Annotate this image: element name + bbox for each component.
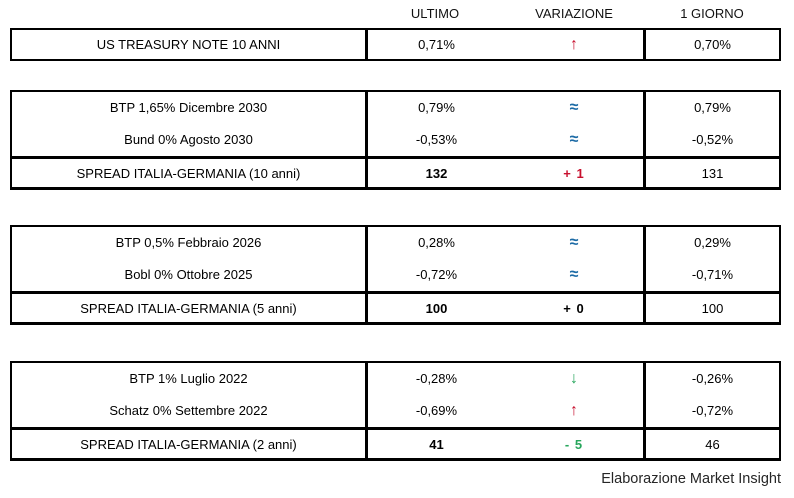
spread-change-value: + 0 (505, 291, 643, 325)
header-spacer (10, 4, 365, 22)
spread-change-value: + 1 (505, 156, 643, 190)
ultimo-value: -0,69% (365, 394, 505, 427)
variation-arrow-up-icon: ↑ (570, 401, 578, 419)
table-row: US TREASURY NOTE 10 ANNI 0,71% ↑ 0,70% (10, 28, 781, 61)
table-row: BTP 1,65% Dicembre 2030 0,79% ≈ 0,79% (10, 90, 781, 123)
instrument-label: Bund 0% Agosto 2030 (10, 123, 365, 156)
table-row: Bund 0% Agosto 2030 -0,53% ≈ -0,52% (10, 123, 781, 156)
spread-row: SPREAD ITALIA-GERMANIA (2 anni) 41 - 5 4… (10, 427, 781, 461)
table-row: Schatz 0% Settembre 2022 -0,69% ↑ -0,72% (10, 394, 781, 427)
variation-approx-icon: ≈ (569, 265, 579, 283)
one-day-value: -0,26% (643, 361, 781, 394)
instrument-label: BTP 1,65% Dicembre 2030 (10, 90, 365, 123)
table-header-row: ULTIMO VARIAZIONE 1 GIORNO (10, 4, 781, 22)
column-header-1giorno: 1 GIORNO (680, 5, 744, 21)
block-2-anni: BTP 1% Luglio 2022 -0,28% ↓ -0,26% Schat… (10, 361, 781, 461)
one-day-value: 0,29% (643, 225, 781, 258)
one-day-value: -0,71% (643, 258, 781, 291)
instrument-label: BTP 1% Luglio 2022 (10, 361, 365, 394)
block-us-treasury: US TREASURY NOTE 10 ANNI 0,71% ↑ 0,70% (10, 28, 781, 61)
one-day-value: 0,70% (643, 28, 781, 61)
instrument-label: BTP 0,5% Febbraio 2026 (10, 225, 365, 258)
spread-label: SPREAD ITALIA-GERMANIA (5 anni) (10, 291, 365, 325)
spread-one-day-value: 131 (643, 156, 781, 190)
ultimo-value: 0,71% (365, 28, 505, 61)
spread-change-value: - 5 (505, 427, 643, 461)
one-day-value: -0,72% (643, 394, 781, 427)
instrument-label: Bobl 0% Ottobre 2025 (10, 258, 365, 291)
spread-label: SPREAD ITALIA-GERMANIA (2 anni) (10, 427, 365, 461)
spread-one-day-value: 100 (643, 291, 781, 325)
variation-approx-icon: ≈ (505, 225, 643, 258)
ultimo-value: 0,79% (365, 90, 505, 123)
table-row: BTP 0,5% Febbraio 2026 0,28% ≈ 0,29% (10, 225, 781, 258)
spread-ultimo-value: 100 (365, 291, 505, 325)
table-row: BTP 1% Luglio 2022 -0,28% ↓ -0,26% (10, 361, 781, 394)
column-header-variazione: VARIAZIONE (535, 5, 613, 21)
column-header-ultimo: ULTIMO (410, 5, 460, 21)
spread-ultimo-value: 41 (365, 427, 505, 461)
variation-approx-icon: ≈ (569, 130, 579, 148)
spread-label: SPREAD ITALIA-GERMANIA (10 anni) (10, 156, 365, 190)
one-day-value: -0,52% (643, 123, 781, 156)
block-10-anni: BTP 1,65% Dicembre 2030 0,79% ≈ 0,79% Bu… (10, 90, 781, 190)
spread-ultimo-value: 132 (365, 156, 505, 190)
spread-row: SPREAD ITALIA-GERMANIA (10 anni) 132 + 1… (10, 156, 781, 190)
variation-arrow-down-icon: ↓ (505, 361, 643, 394)
table-row: Bobl 0% Ottobre 2025 -0,72% ≈ -0,71% (10, 258, 781, 291)
instrument-label: Schatz 0% Settembre 2022 (10, 394, 365, 427)
ultimo-value: 0,28% (365, 225, 505, 258)
ultimo-value: -0,28% (365, 361, 505, 394)
ultimo-value: -0,72% (365, 258, 505, 291)
block-5-anni: BTP 0,5% Febbraio 2026 0,28% ≈ 0,29% Bob… (10, 225, 781, 325)
variation-approx-icon: ≈ (505, 90, 643, 123)
spread-one-day-value: 46 (643, 427, 781, 461)
variation-arrow-up-icon: ↑ (505, 28, 643, 61)
instrument-label: US TREASURY NOTE 10 ANNI (10, 28, 365, 61)
spread-row: SPREAD ITALIA-GERMANIA (5 anni) 100 + 0 … (10, 291, 781, 325)
one-day-value: 0,79% (643, 90, 781, 123)
source-credit: Elaborazione Market Insight (601, 471, 781, 487)
ultimo-value: -0,53% (365, 123, 505, 156)
